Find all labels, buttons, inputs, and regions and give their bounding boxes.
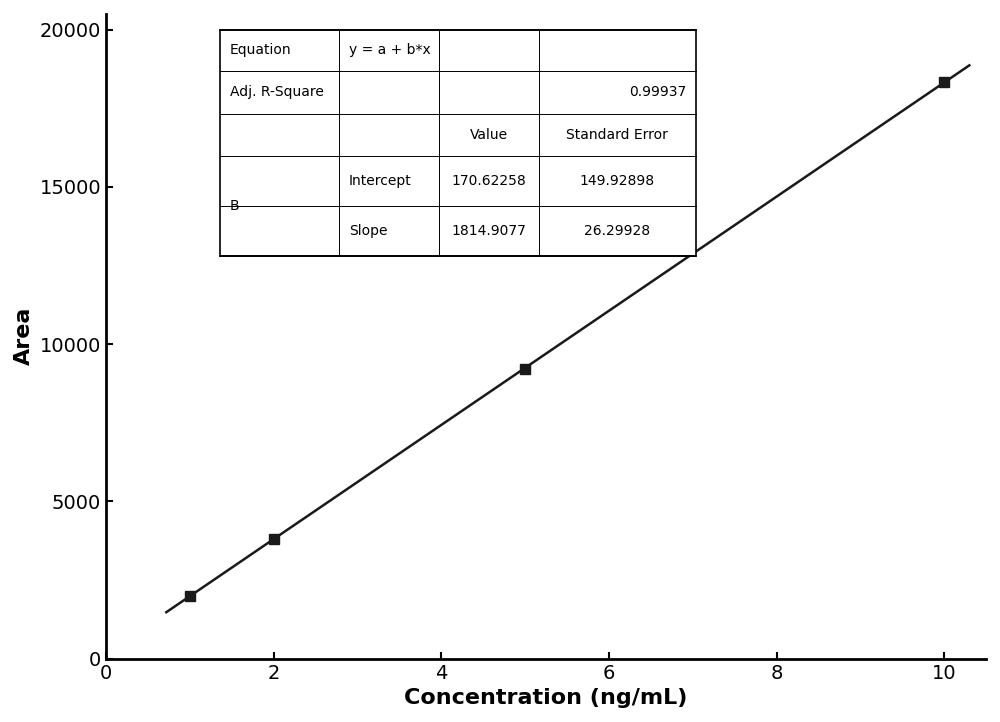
- X-axis label: Concentration (ng/mL): Concentration (ng/mL): [404, 688, 688, 708]
- Y-axis label: Area: Area: [14, 307, 34, 365]
